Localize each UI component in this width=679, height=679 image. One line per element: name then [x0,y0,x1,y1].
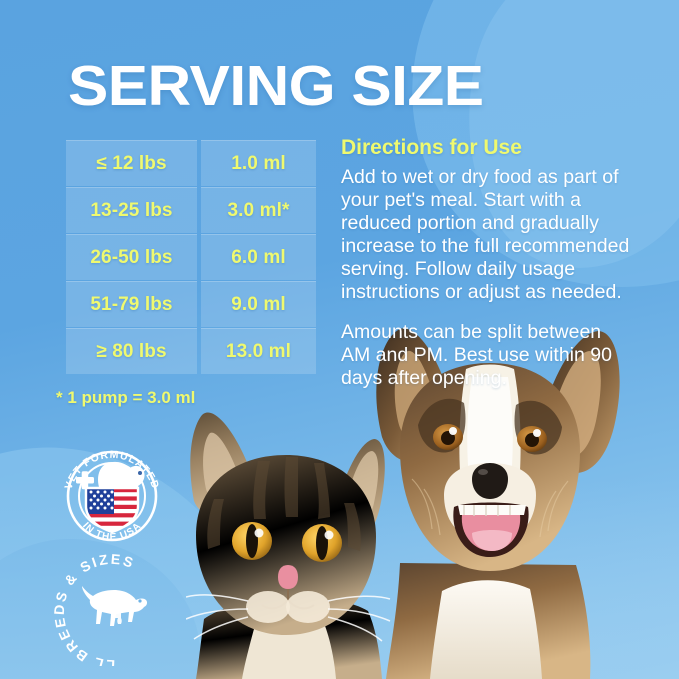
cell-weight: 51-79 lbs [66,281,197,327]
cell-amount: 6.0 ml [201,234,316,280]
table-row: 13-25 lbs 3.0 ml* [66,187,316,233]
cat-illustration [186,412,391,679]
all-breeds-sizes-badge: ALL BREEDS & SIZES [52,548,148,666]
table-row: ≥ 80 lbs 13.0 ml [66,328,316,374]
cell-amount: 1.0 ml [201,140,316,186]
dosage-footnote: * 1 pump = 3.0 ml [56,388,196,407]
table-row: ≤ 12 lbs 1.0 ml [66,140,316,186]
dosage-table: ≤ 12 lbs 1.0 ml 13-25 lbs 3.0 ml* 26-50 … [66,140,316,374]
cell-weight: 26-50 lbs [66,234,197,280]
usa-flag-shield-icon [84,486,140,534]
cell-amount: 9.0 ml [201,281,316,327]
cat-silhouette-icon [114,602,122,624]
table-row: 26-50 lbs 6.0 ml [66,234,316,280]
page-title: SERVING SIZE [68,54,484,118]
cell-weight: 13-25 lbs [66,187,197,233]
directions-heading: Directions for Use [341,136,522,159]
table-row: 51-79 lbs 9.0 ml [66,281,316,327]
directions-paragraph-1: Add to wet or dry food as part of your p… [341,166,630,303]
dog-silhouette-icon [82,586,148,626]
directions-paragraph-2: Amounts can be split between AM and PM. … [341,321,612,389]
cell-amount: 13.0 ml [201,328,316,374]
vet-formulated-badge: VET FORMULATED IN THE USA [63,449,161,543]
cell-amount: 3.0 ml* [201,187,316,233]
cell-weight: ≥ 80 lbs [66,328,197,374]
directions-section: Directions for Use Add to wet or dry foo… [341,136,631,390]
cell-weight: ≤ 12 lbs [66,140,197,186]
medical-cross-icon [76,471,94,490]
